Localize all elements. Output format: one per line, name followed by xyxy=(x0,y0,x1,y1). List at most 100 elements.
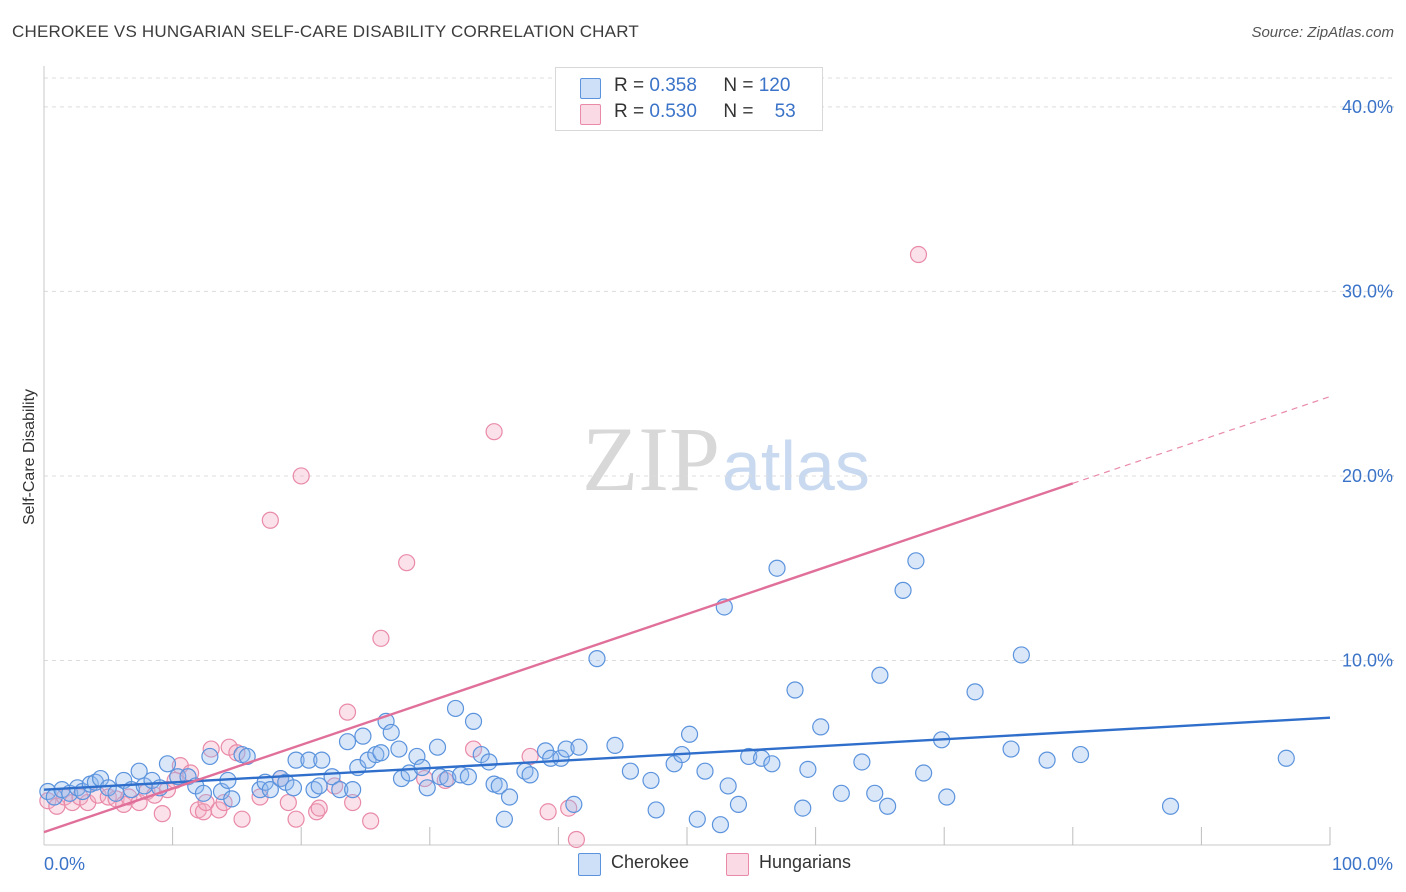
hungarians-legend-swatch xyxy=(726,853,749,876)
cherokee-point xyxy=(871,666,889,684)
cherokee-trend-line xyxy=(43,716,1331,791)
hungarians-point xyxy=(485,423,503,441)
cherokee-point xyxy=(287,751,305,769)
hungarians-point xyxy=(567,830,586,849)
hungarians-point xyxy=(372,629,390,647)
cherokee-point xyxy=(408,747,426,766)
hungarians-point xyxy=(362,812,380,830)
cherokee-swatch xyxy=(580,78,601,99)
cherokee-point xyxy=(565,795,583,814)
x-tick-label-max: 100.0% xyxy=(1332,854,1393,874)
cherokee-point xyxy=(812,718,830,736)
cherokee-point xyxy=(1161,797,1180,815)
cherokee-point xyxy=(310,777,328,795)
cherokee-point xyxy=(740,747,758,766)
cherokee-point xyxy=(158,755,177,773)
y-tick-label: 10.0% xyxy=(1342,650,1393,670)
y-tick-label: 20.0% xyxy=(1342,466,1393,486)
hungarians-point xyxy=(153,805,171,823)
cherokee-r-value: 0.358 xyxy=(649,75,697,96)
cherokee-point xyxy=(1002,740,1020,758)
cherokee-point xyxy=(799,760,817,778)
cherokee-point xyxy=(284,779,303,797)
hungarians-r-value: 0.530 xyxy=(649,101,697,122)
cherokee-point xyxy=(500,788,519,806)
cherokee-legend-swatch xyxy=(578,853,601,876)
cherokee-point xyxy=(418,779,436,797)
cherokee-point xyxy=(261,781,279,799)
cherokee-point xyxy=(446,699,465,718)
cherokee-point xyxy=(570,738,588,756)
cherokee-point xyxy=(201,747,219,766)
cherokee-point xyxy=(313,751,331,769)
cherokee-point xyxy=(1012,646,1030,664)
cherokee-point xyxy=(642,771,660,790)
hungarians-n-label: N = xyxy=(723,101,754,122)
cherokee-point xyxy=(907,552,925,570)
cherokee-point xyxy=(696,762,714,780)
cherokee-point xyxy=(338,733,357,751)
cherokee-point xyxy=(588,650,606,668)
hungarians-point xyxy=(310,799,328,817)
cherokee-point xyxy=(866,784,884,802)
cherokee-point xyxy=(382,723,400,742)
cherokee-point xyxy=(606,736,624,754)
watermark-zip: ZIP xyxy=(582,408,720,510)
cherokee-r-label: R = xyxy=(614,75,645,96)
stats-legend: R = 0.358 N = 120 R = 0.530 N = 53 xyxy=(555,67,823,131)
hungarians-point xyxy=(909,245,928,264)
hungarians-point xyxy=(344,793,362,812)
cherokee-point xyxy=(344,781,362,799)
source-credit: Source: ZipAtlas.com xyxy=(1251,24,1394,41)
cherokee-point xyxy=(621,762,640,780)
cherokee-point xyxy=(300,751,318,769)
cherokee-point xyxy=(495,810,513,828)
cherokee-point xyxy=(439,769,457,788)
chart-title: CHEROKEE VS HUNGARIAN SELF-CARE DISABILI… xyxy=(12,22,639,41)
cherokee-point xyxy=(794,799,812,817)
cherokee-point xyxy=(521,766,539,784)
cherokee-point xyxy=(680,725,699,743)
y-axis-label: Self-Care Disability xyxy=(21,389,38,525)
cherokee-point xyxy=(853,753,871,771)
hungarians-trend-line xyxy=(43,482,1074,834)
watermark-atlas: atlas xyxy=(722,427,870,505)
cherokee-point xyxy=(223,790,241,808)
hungarians-point xyxy=(287,810,305,828)
y-tick-label: 40.0% xyxy=(1342,97,1393,117)
cherokee-point xyxy=(331,781,349,799)
cherokee-point xyxy=(763,755,781,773)
y-tick-label: 30.0% xyxy=(1342,281,1393,301)
hungarians-legend-label: Hungarians xyxy=(759,852,852,872)
hungarians-point xyxy=(338,703,357,721)
hungarians-point xyxy=(279,793,297,812)
cherokee-point xyxy=(729,795,748,814)
cherokee-point xyxy=(459,768,477,786)
cherokee-point xyxy=(894,581,912,599)
hungarians-n-value: 53 xyxy=(774,101,796,122)
cherokee-point xyxy=(711,816,730,834)
cherokee-legend-label: Cherokee xyxy=(611,852,690,872)
hungarians-point xyxy=(261,511,279,529)
cherokee-point xyxy=(966,683,984,701)
hungarians-trend-extension xyxy=(1072,396,1331,484)
cherokee-point xyxy=(1071,745,1090,764)
cherokee-point xyxy=(428,738,447,756)
cherokee-point xyxy=(464,712,483,730)
cherokee-n-value: 120 xyxy=(758,75,791,96)
cherokee-point xyxy=(879,797,897,815)
cherokee-n-label: N = xyxy=(723,75,754,96)
hungarians-r-label: R = xyxy=(614,101,645,122)
cherokee-point xyxy=(915,764,933,782)
cherokee-point xyxy=(719,777,737,795)
cherokee-point xyxy=(354,727,372,745)
x-tick-label-min: 0.0% xyxy=(44,854,85,874)
cherokee-point xyxy=(647,801,665,819)
hungarians-point xyxy=(539,803,557,821)
hungarians-swatch xyxy=(580,104,601,125)
cherokee-point xyxy=(490,777,508,795)
hungarians-point xyxy=(292,467,310,485)
hungarians-point xyxy=(233,810,251,828)
cherokee-point xyxy=(557,740,575,758)
